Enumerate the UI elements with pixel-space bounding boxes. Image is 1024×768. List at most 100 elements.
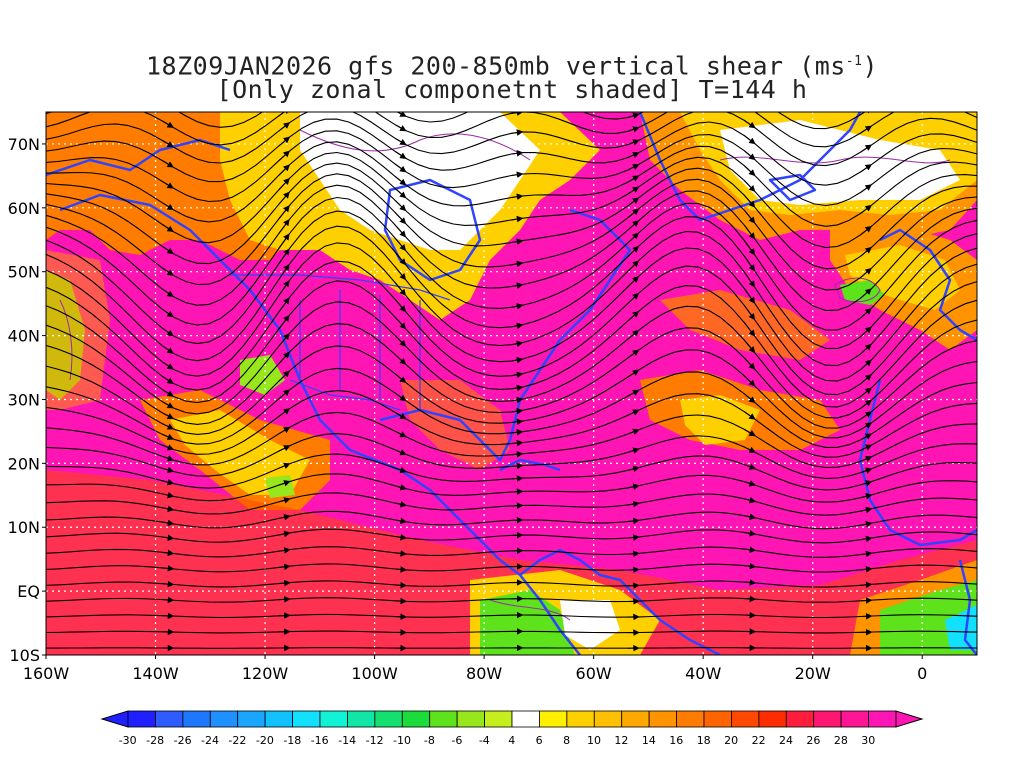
streamline-arrow <box>511 322 524 330</box>
streamline-arrow <box>395 550 408 557</box>
colorbar-label: -6 <box>451 734 462 747</box>
streamline-arrow <box>162 245 174 255</box>
streamline-arrow <box>162 308 174 318</box>
lon-label-120W: 120W <box>242 664 289 683</box>
streamline-arrow <box>278 205 290 220</box>
streamline-arrow <box>744 562 757 570</box>
streamline-arrow <box>394 501 407 508</box>
colorbar-box <box>401 710 431 728</box>
streamline-arrow <box>394 124 407 132</box>
streamline-arrow <box>744 428 756 437</box>
streamline-arrow <box>627 164 640 171</box>
streamline-arrow <box>627 186 640 195</box>
streamline-arrow <box>860 520 873 528</box>
streamline-arrow <box>511 371 524 379</box>
colorbar-label: 6 <box>536 734 543 747</box>
streamline-arrow <box>162 423 175 430</box>
streamline-arrow <box>743 150 756 161</box>
lon-label-160W: 160W <box>23 664 70 683</box>
streamline-arrow <box>627 275 640 288</box>
streamline-arrow <box>162 202 174 211</box>
streamline-arrow <box>278 314 290 330</box>
contour-4 <box>59 299 73 381</box>
coastline-iceland <box>768 173 817 202</box>
shade-south-america-green <box>480 590 575 655</box>
colorbar-box <box>155 710 184 728</box>
streamline-arrow <box>162 534 175 542</box>
colorbar-box <box>127 710 156 728</box>
colorbar-box <box>484 710 513 728</box>
streamline-arrow <box>394 175 407 186</box>
streamline-arrow <box>511 238 524 245</box>
streamline-arrow <box>860 493 873 500</box>
streamline-arrow <box>627 139 640 146</box>
streamline-arrow <box>860 550 873 558</box>
streamline-arrow <box>511 215 524 223</box>
streamline-arrow <box>744 446 756 453</box>
shade-europe-yellow <box>845 245 960 310</box>
shade-subtropical-pacific-yellow <box>170 410 310 495</box>
streamline-arrow <box>627 517 640 525</box>
streamline-arrow <box>860 267 872 278</box>
shade-south-america-white <box>560 600 620 650</box>
colorbar-label: 24 <box>779 734 793 747</box>
streamline-arrow <box>860 480 873 487</box>
colorbar-box <box>209 710 239 728</box>
coastline-alaska <box>46 138 231 177</box>
streamline-arrow <box>511 260 524 268</box>
streamline-arrow <box>278 530 291 538</box>
streamline-arrow <box>511 356 524 364</box>
lon-label-40W: 40W <box>685 664 721 683</box>
streamline-arrow <box>394 392 407 402</box>
streamline-arrow <box>394 299 407 313</box>
streamline-arrow <box>278 248 290 265</box>
streamline-arrow <box>743 288 756 304</box>
streamline-arrow <box>162 549 175 557</box>
streamline-arrow <box>627 220 640 231</box>
streamline-arrow <box>627 151 640 159</box>
streamline-arrow <box>860 422 873 431</box>
streamline-arrow <box>278 177 290 191</box>
streamline-arrow <box>860 374 872 385</box>
streamline-arrow <box>743 375 756 387</box>
colorbar-box <box>785 710 815 728</box>
streamline-arrow <box>743 357 756 370</box>
lat-label-30N: 30N <box>8 390 40 409</box>
shade-equatorial-orange <box>46 470 977 655</box>
streamline-arrow <box>162 140 174 148</box>
colorbar-label: 12 <box>614 734 628 747</box>
streamline-arrow <box>627 232 640 244</box>
streamline-arrow <box>162 267 174 276</box>
streamline-arrow <box>511 384 524 392</box>
streamline-arrow <box>860 288 872 299</box>
colorbar-label: 20 <box>724 734 738 747</box>
streamline-arrow <box>162 160 174 168</box>
streamline-arrow <box>395 517 408 525</box>
contour-1 <box>299 129 531 161</box>
streamline-arrow <box>744 463 757 470</box>
lat-label-60N: 60N <box>8 199 40 218</box>
colorbar-label: 26 <box>806 734 820 747</box>
streamline-arrow <box>278 136 291 147</box>
colorbar-box <box>264 710 293 728</box>
streamline-arrow <box>394 335 407 347</box>
colorbar-box <box>758 710 787 728</box>
streamline-arrow <box>511 150 524 157</box>
streamline-arrow <box>511 396 524 404</box>
lat-label-EQ: EQ <box>17 582 40 601</box>
streamline-arrow <box>278 122 291 132</box>
streamline-arrow <box>394 411 407 420</box>
lat-label-10S: 10S <box>9 646 40 665</box>
streamline-arrow <box>162 120 174 128</box>
streamline-arrow <box>627 428 640 435</box>
streamline-arrow <box>860 506 873 514</box>
streamline-arrow <box>744 496 757 504</box>
colorbar-right-arrow <box>895 710 924 728</box>
colorbar-box <box>292 710 321 728</box>
coastlines <box>46 112 977 655</box>
streamline-arrow <box>744 579 757 586</box>
streamline-arrow <box>860 433 873 441</box>
colorbar-box <box>237 710 266 728</box>
colorbar-box <box>456 710 485 728</box>
streamline-arrow <box>627 465 640 473</box>
